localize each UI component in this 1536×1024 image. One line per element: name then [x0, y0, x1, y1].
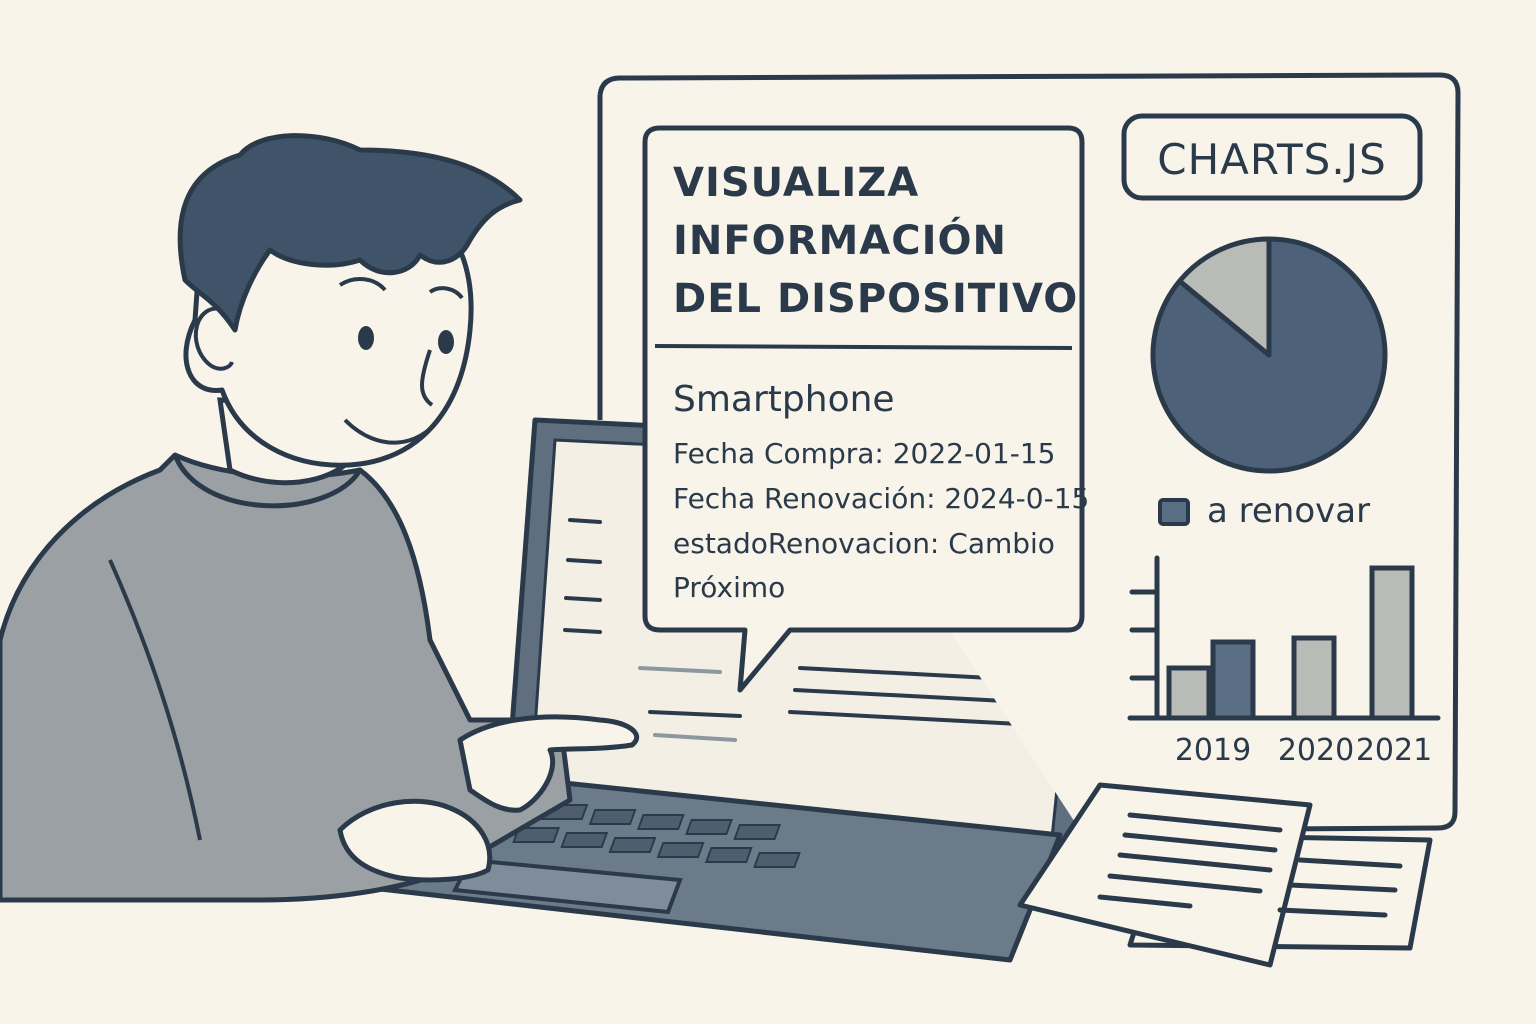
left-eyebrow — [338, 277, 387, 292]
renewal-status-continued: Próximo — [673, 571, 785, 604]
bars — [1166, 565, 1415, 721]
pie-slice — [1177, 236, 1272, 358]
pie-chart — [1150, 236, 1388, 474]
popup-title-line-2: INFORMACIÓN — [673, 216, 1007, 264]
renewal-status: estadoRenovacion: Cambio — [673, 527, 1055, 560]
bar-chart: 2019 2020 2021 — [1127, 555, 1441, 768]
right-eyebrow — [428, 286, 464, 300]
resting-hand — [337, 798, 493, 883]
badge-label: CHARTS.JS — [1157, 135, 1386, 184]
left-eye — [358, 326, 374, 350]
smile — [343, 418, 440, 445]
hair — [177, 133, 523, 333]
x-tick-label: 2020 — [1278, 733, 1354, 768]
renewal-date: Fecha Renovación: 2024-0-15 — [673, 482, 1089, 515]
ear — [193, 306, 234, 371]
chart-legend: a renovar — [1158, 491, 1370, 531]
bar — [1369, 565, 1415, 721]
bar — [1291, 635, 1337, 721]
shirt — [0, 452, 573, 903]
popup-title-line-3: DEL DISPOSITIVO — [673, 276, 1078, 322]
badge-frame — [1121, 113, 1423, 201]
popup-bubble — [642, 125, 1085, 693]
collar — [172, 454, 363, 509]
popup-divider — [654, 344, 1073, 350]
device-info-popup[interactable]: VISUALIZA INFORMACIÓN DEL DISPOSITIVO Sm… — [642, 125, 1089, 693]
legend-label: a renovar — [1207, 491, 1370, 531]
paper-sheets — [1017, 782, 1433, 968]
device-name: Smartphone — [673, 379, 895, 420]
x-tick-label: 2019 — [1175, 733, 1251, 768]
x-tick-labels: 2019 2020 2021 — [1175, 733, 1432, 768]
right-eye — [438, 330, 454, 354]
bar — [1166, 665, 1212, 721]
pointing-hand — [457, 714, 640, 813]
x-tick-label: 2021 — [1356, 733, 1432, 768]
person — [0, 133, 640, 903]
purchase-date: Fecha Compra: 2022-01-15 — [673, 437, 1055, 470]
charts-js-badge: CHARTS.JS — [1121, 113, 1423, 201]
popup-title-line-1: VISUALIZA — [673, 160, 919, 206]
paper-sheet-front — [1017, 782, 1313, 968]
paper-lines — [1097, 812, 1403, 918]
arm-seam — [108, 559, 202, 841]
legend-swatch — [1158, 498, 1190, 526]
bar — [1210, 639, 1256, 721]
nose — [420, 349, 434, 407]
